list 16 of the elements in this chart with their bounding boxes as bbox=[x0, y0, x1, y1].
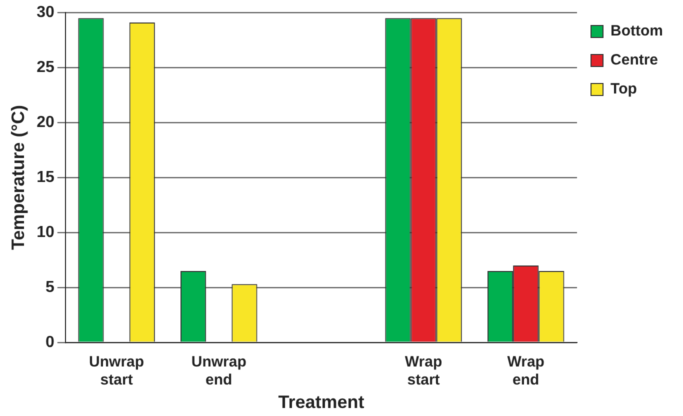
y-tick-label: 30 bbox=[36, 4, 54, 22]
y-tick-label: 15 bbox=[36, 168, 54, 186]
legend-label: Centre bbox=[610, 52, 658, 69]
x-tick-label: Wrap start bbox=[404, 354, 442, 389]
y-tick-label: 10 bbox=[36, 224, 54, 241]
y-tick-label: 0 bbox=[45, 334, 54, 351]
x-axis-title: Treatment bbox=[278, 392, 364, 412]
y-tick-label: 25 bbox=[36, 58, 54, 76]
y-tick-label: 20 bbox=[36, 114, 54, 131]
legend-label: Top bbox=[610, 80, 637, 98]
legend-label: Bottom bbox=[610, 22, 664, 40]
y-axis-title: Temperature (°C) bbox=[8, 105, 28, 250]
x-tick-label: Unwrap start bbox=[89, 354, 144, 389]
y-tick-label: 5 bbox=[45, 278, 54, 296]
x-tick-label: Unwrap end bbox=[191, 354, 246, 389]
x-tick-label: Wrap end bbox=[507, 354, 544, 389]
